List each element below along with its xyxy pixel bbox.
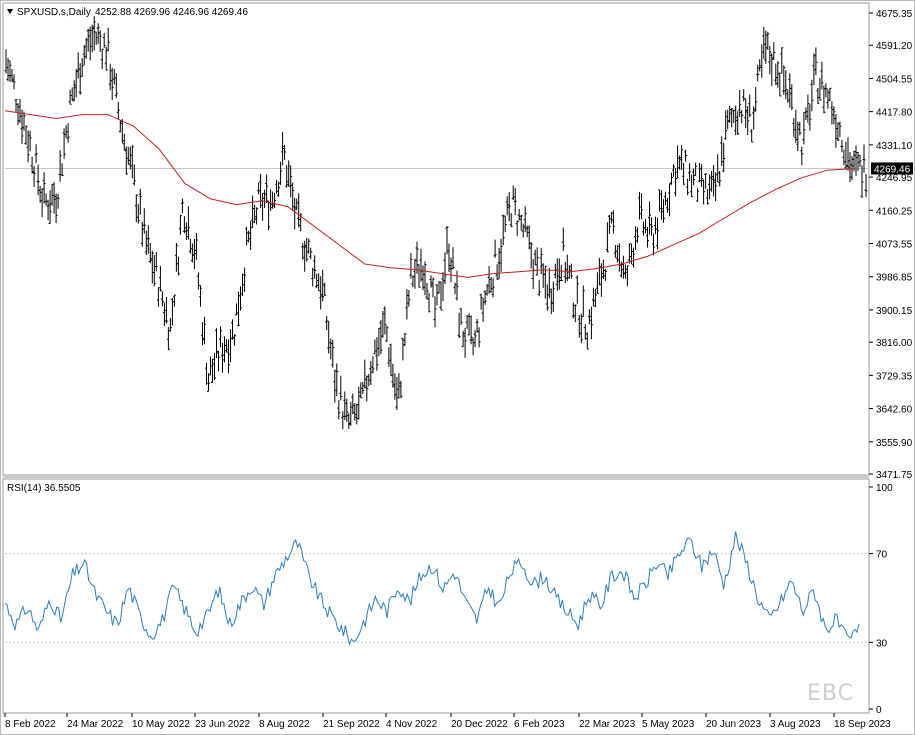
moving-average-line <box>4 110 854 278</box>
date-label: 5 May 2023 <box>642 719 695 730</box>
price-tick-label: 3642.60 <box>876 405 913 416</box>
date-label: 23 Jun 2022 <box>195 719 250 730</box>
rsi-tick-label: 100 <box>876 483 893 494</box>
ohlc-values: 4252.88 4269.96 4246.96 4269.46 <box>95 7 248 18</box>
date-label: 6 Feb 2023 <box>514 719 565 730</box>
price-tick-label: 3900.15 <box>876 306 913 317</box>
date-label: 24 Mar 2022 <box>67 719 124 730</box>
price-tick-label: 4160.25 <box>876 206 913 217</box>
rsi-label: RSI(14) 36.5505 <box>7 483 81 494</box>
rsi-tick-label: 70 <box>876 550 888 561</box>
rsi-panel-frame <box>2 478 870 714</box>
price-tick-label: 4675.35 <box>876 9 913 20</box>
rsi-tick-label: 0 <box>876 705 882 716</box>
price-panel-frame <box>2 2 870 476</box>
date-label: 20 Dec 2022 <box>451 719 508 730</box>
price-tick-label: 4331.10 <box>876 141 913 152</box>
price-tick-label: 3471.75 <box>876 470 913 481</box>
price-tick-label: 4504.55 <box>876 74 913 85</box>
rsi-tick-label: 30 <box>876 638 888 649</box>
price-tick-label: 4417.80 <box>876 108 913 119</box>
date-label: 8 Feb 2022 <box>5 719 56 730</box>
price-tick-label: 4246.95 <box>876 173 913 184</box>
price-bars <box>4 16 868 430</box>
date-label: 4 Nov 2022 <box>386 719 438 730</box>
dropdown-triangle-icon[interactable] <box>7 9 13 14</box>
price-tick-label: 3555.90 <box>876 438 913 449</box>
price-tick-label: 3986.85 <box>876 273 913 284</box>
price-tick-label: 4591.20 <box>876 41 913 52</box>
date-label: 20 Jun 2023 <box>706 719 761 730</box>
symbol-label: SPXUSD.s,Daily <box>17 7 91 18</box>
price-tick-label: 3816.00 <box>876 338 913 349</box>
date-label: 22 Mar 2023 <box>579 719 636 730</box>
price-axis: 4675.35 4591.20 4504.55 4417.80 4331.10 4246.… <box>869 9 913 481</box>
ebc-watermark: EBC <box>807 681 854 706</box>
ohlc-bar-paths <box>4 16 868 430</box>
current-price-label: 4269.46 <box>871 162 913 175</box>
date-label: 10 May 2022 <box>132 719 190 730</box>
date-label: 21 Sep 2022 <box>323 719 380 730</box>
date-label: 18 Sep 2023 <box>834 719 891 730</box>
current-price-text: 4269.46 <box>874 164 911 175</box>
price-tick-label: 4073.55 <box>876 240 913 251</box>
rsi-line <box>4 531 860 647</box>
watermark-text: EBC <box>807 681 854 706</box>
date-label: 3 Aug 2023 <box>770 719 821 730</box>
price-tick-label: 3729.35 <box>876 371 913 382</box>
date-axis: 8 Feb 2022 24 Mar 2022 10 May 2022 23 Jun 2… <box>4 713 891 730</box>
date-label: 8 Aug 2022 <box>259 719 310 730</box>
rsi-axis: 100 70 30 0 <box>5 483 893 716</box>
